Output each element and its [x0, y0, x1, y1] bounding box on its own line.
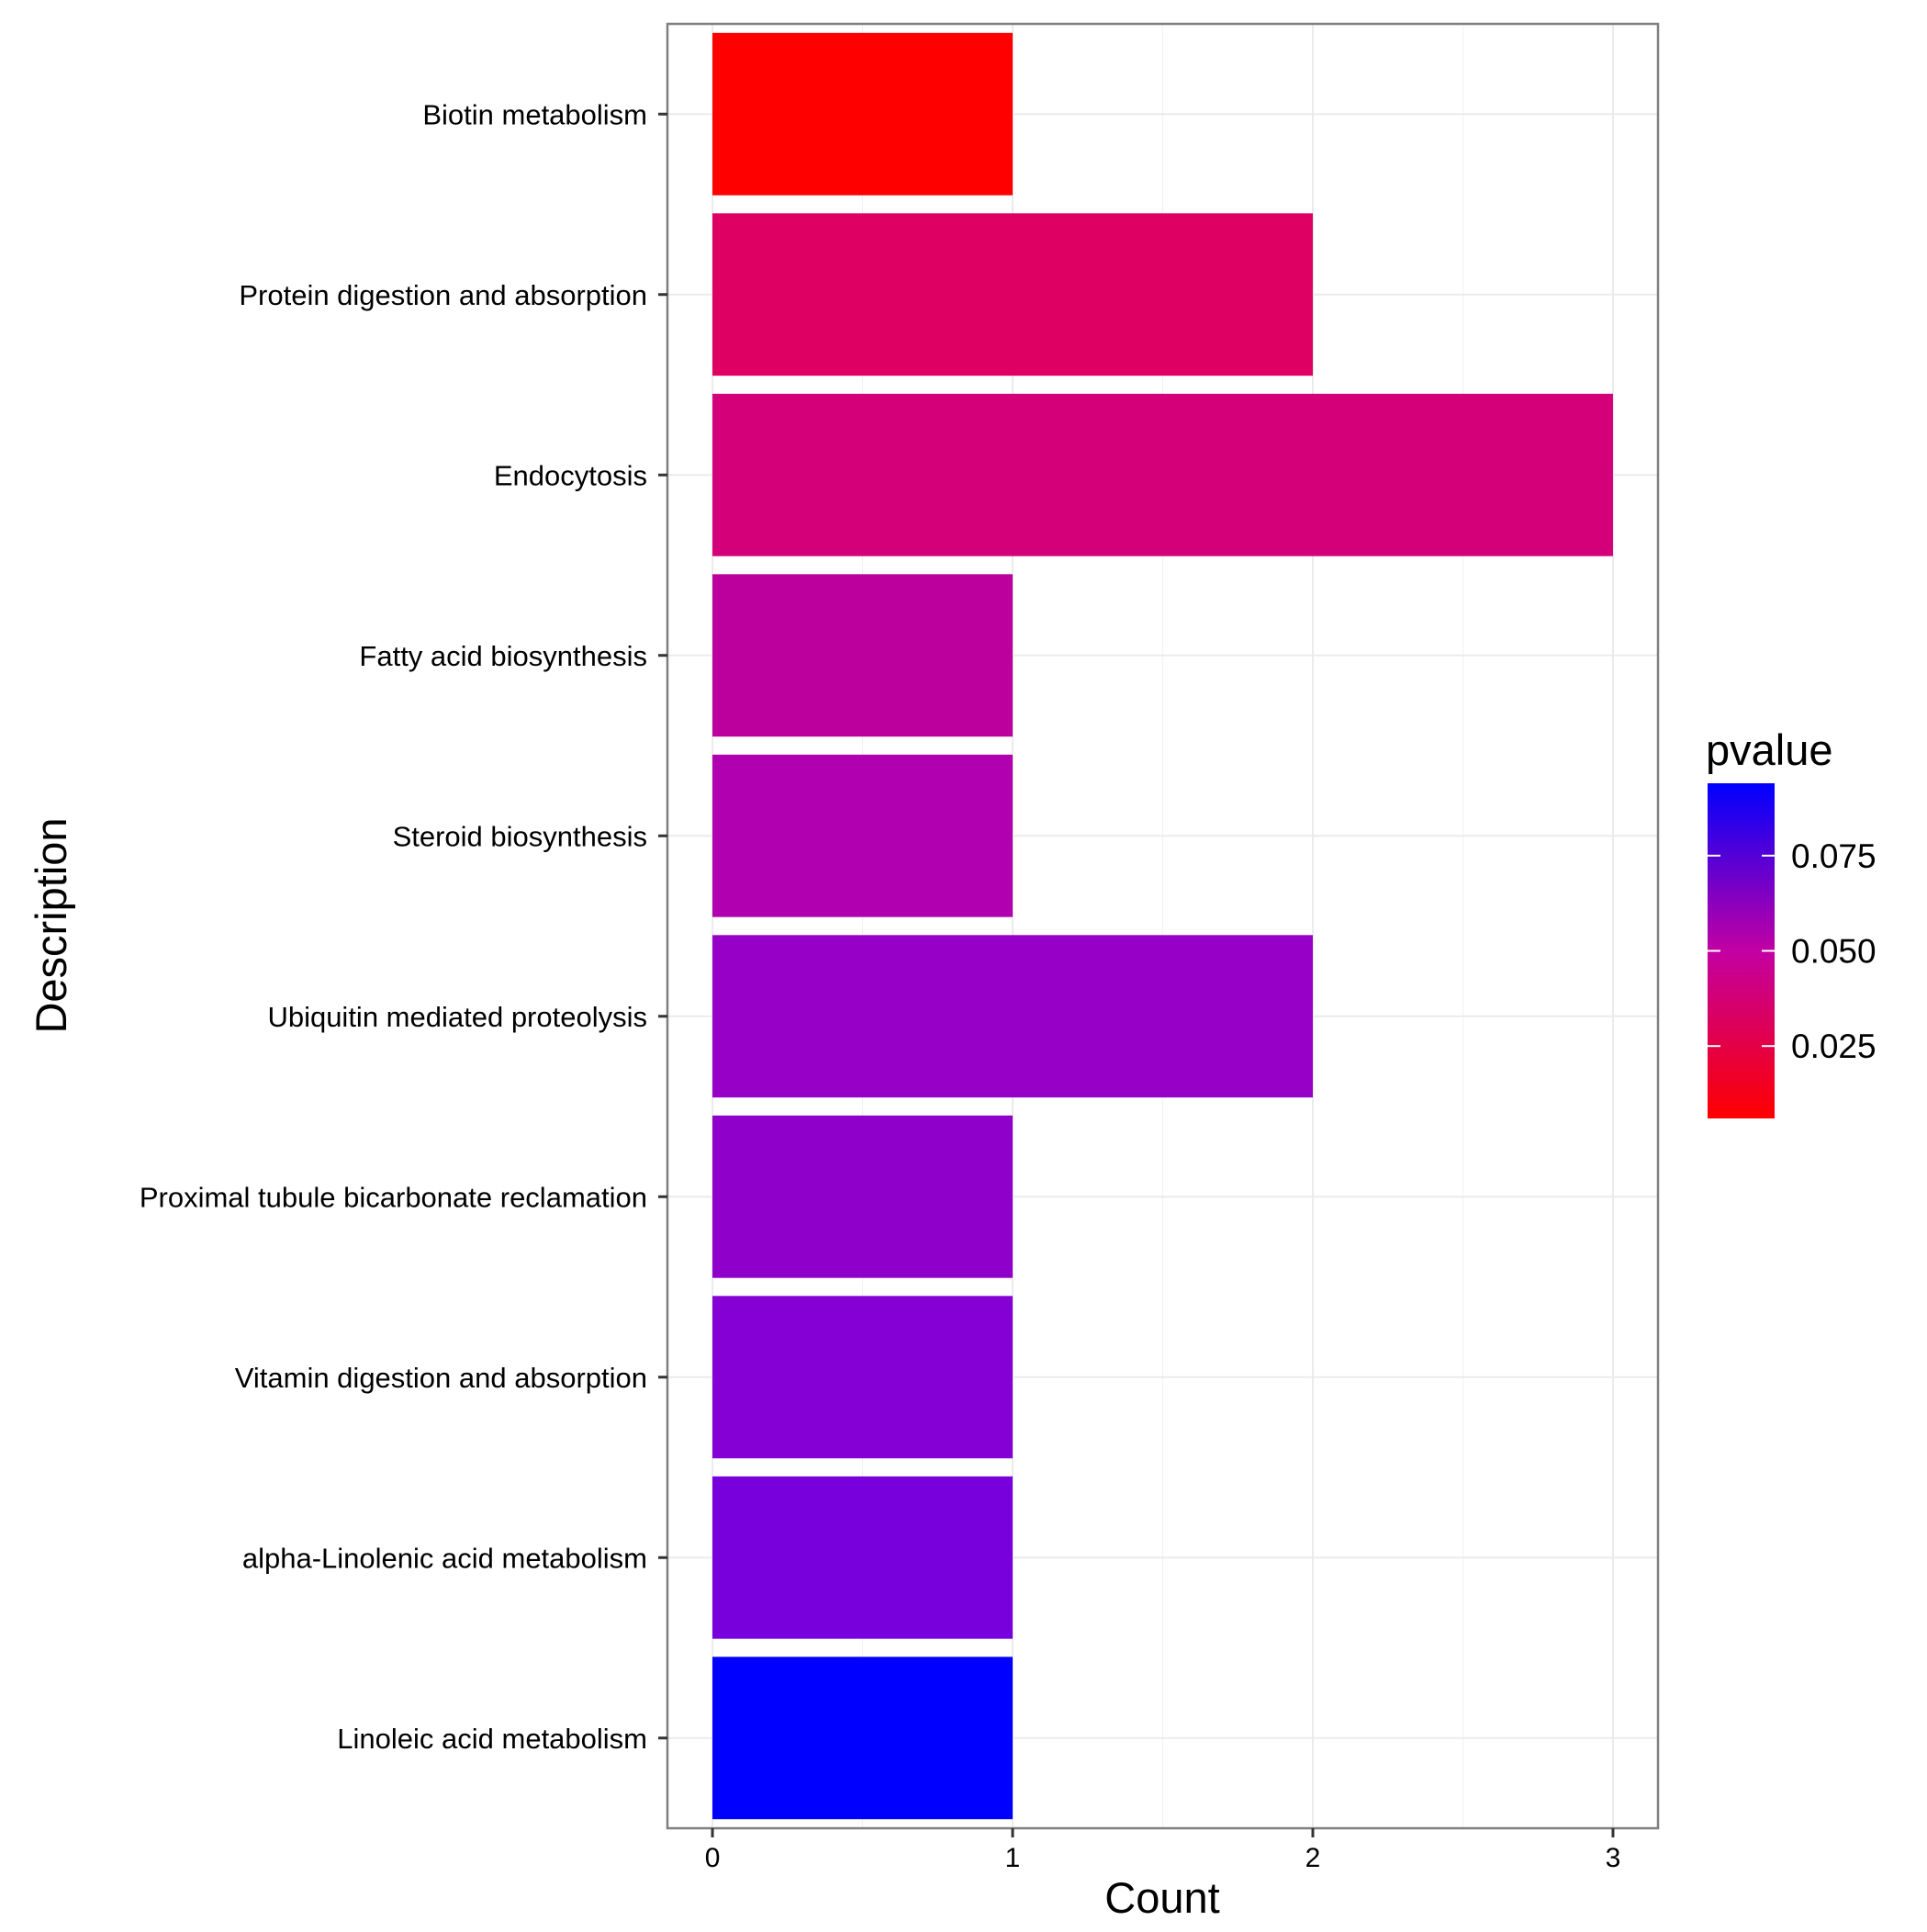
y-tick-label: Proximal tubule bicarbonate reclamation [140, 1181, 647, 1213]
bar [712, 1476, 1014, 1639]
bars [712, 32, 1613, 1820]
y-tick-label: Endocytosis [494, 459, 647, 491]
x-tick-label: 2 [1305, 1843, 1321, 1873]
y-axis: Biotin metabolism Protein digestion and a… [140, 98, 667, 1755]
x-axis: 0 1 2 3 [705, 1828, 1621, 1873]
y-tick-label: Vitamin digestion and absorption [235, 1362, 647, 1394]
bar [712, 1657, 1014, 1820]
x-axis-title: Count [1104, 1873, 1219, 1922]
y-axis-title: Description [27, 817, 75, 1033]
y-tick-label: Ubiquitin mediated proteolysis [267, 1001, 647, 1033]
colorbar-tick-label: 0.050 [1791, 933, 1877, 971]
x-tick-label: 1 [1005, 1843, 1021, 1873]
bar [712, 935, 1313, 1098]
bar [712, 574, 1014, 737]
colorbar-tick-label: 0.025 [1791, 1028, 1877, 1065]
x-tick-label: 0 [705, 1843, 721, 1873]
y-tick-label: alpha-Linolenic acid metabolism [242, 1542, 647, 1574]
legend-title: pvalue [1706, 725, 1833, 774]
y-tick-label: Linoleic acid metabolism [337, 1723, 647, 1755]
y-tick-label: Fatty acid biosynthesis [359, 640, 647, 672]
bar [712, 32, 1014, 196]
bar [712, 213, 1313, 376]
bar [712, 1115, 1014, 1278]
x-tick-label: 3 [1606, 1843, 1621, 1873]
colorbar-tick-label: 0.075 [1791, 837, 1877, 875]
bar [712, 1296, 1014, 1459]
bar [712, 754, 1014, 917]
colorbar-ticks: 0.025 0.050 0.075 [1708, 837, 1877, 1065]
colorbar-legend: pvalue 0.025 0.050 0.075 [1706, 725, 1877, 1118]
y-tick-label: Steroid biosynthesis [393, 820, 647, 852]
panel-border [666, 22, 1660, 1830]
y-tick-label: Biotin metabolism [422, 98, 647, 130]
bar [712, 393, 1613, 556]
y-tick-label: Protein digestion and absorption [239, 279, 647, 311]
